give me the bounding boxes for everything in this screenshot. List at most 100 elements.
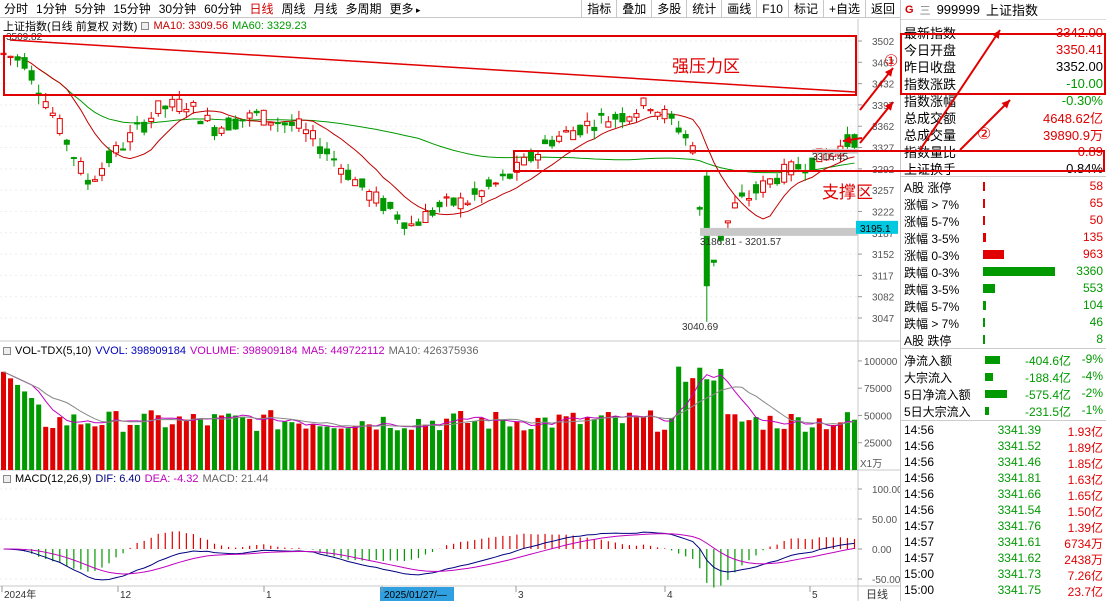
tab-weekly[interactable]: 周线	[281, 2, 306, 16]
last-marker-label: 3316.45	[812, 152, 849, 163]
vol-tick-label: 75000	[864, 384, 892, 395]
quote-panel: G 三 999999 上证指数 最新指数 3342.00 今日开盘 3350.41 昨日…	[900, 0, 1106, 601]
tab-daily[interactable]: 日线	[249, 2, 274, 16]
candle-body	[598, 112, 605, 116]
candle-body	[542, 139, 549, 145]
settings-square-icon[interactable]	[141, 22, 150, 30]
candle-body	[682, 133, 689, 139]
tick-time: 14:56	[904, 423, 935, 437]
volume-bar	[619, 423, 625, 470]
distribution-value: 58	[1089, 179, 1103, 193]
volume-bar	[802, 431, 808, 470]
settings-square-icon[interactable]	[3, 475, 11, 483]
distribution-bar	[983, 335, 985, 344]
volume-bar	[612, 416, 618, 470]
candle-body	[675, 127, 682, 133]
tick-volume: 7.26亿	[1067, 569, 1103, 583]
candle-body	[394, 214, 401, 220]
overlay-button[interactable]: 叠加	[616, 0, 651, 18]
flow-bar	[985, 390, 1007, 398]
candle-body	[591, 126, 598, 131]
multi-stock-button[interactable]: 多股	[651, 0, 686, 18]
candle-body	[844, 134, 851, 147]
candle-body	[239, 119, 246, 122]
tick-time: 14:57	[904, 519, 935, 533]
tick-volume: 23.7亿	[1067, 585, 1103, 599]
tab-multi-period[interactable]: 多周期	[345, 2, 382, 16]
quote-row: 今日开盘 3350.41	[901, 41, 1106, 58]
candle-body	[113, 145, 120, 154]
candle-body	[42, 101, 49, 109]
date-tick-label: 2024年	[4, 588, 36, 601]
volume-bar	[697, 367, 703, 470]
tick-price: 3341.46	[997, 455, 1041, 469]
indicator-button[interactable]: 指标	[581, 0, 616, 18]
candle-body	[127, 132, 134, 143]
candle-body	[324, 148, 331, 155]
volume-bar	[542, 417, 548, 470]
tab-15min[interactable]: 15分钟	[113, 2, 151, 16]
candle-body	[380, 198, 387, 211]
candle-body	[654, 111, 661, 117]
candle-body	[253, 110, 260, 114]
flow-percent: -4%	[1081, 369, 1103, 383]
volume-bar	[514, 421, 520, 470]
tick-volume: 1.63亿	[1067, 473, 1103, 487]
volume-bar	[788, 414, 794, 470]
volume-bar	[556, 414, 562, 470]
statistics-button[interactable]: 统计	[686, 0, 721, 18]
tab-1min[interactable]: 1分钟	[36, 2, 67, 16]
tick-row: 14:56 3341.52 1.89亿	[901, 437, 1106, 455]
tab-5min[interactable]: 5分钟	[74, 2, 106, 16]
menu-lines-icon[interactable]: 三	[919, 4, 931, 17]
date-tick-label: 12	[120, 590, 132, 601]
distribution-row: 涨幅 3-5% 135	[901, 229, 1106, 246]
volume-bar	[401, 428, 407, 470]
stock-name: 上证指数	[985, 3, 1038, 18]
candle-body	[35, 92, 42, 96]
chart-area[interactable]: 3502 3467 3432 3397 3362 3327 3292 3257 3222 3187…	[0, 0, 900, 601]
date-tick-label: 2025/01/27/—	[384, 590, 447, 601]
candle-body	[527, 150, 534, 162]
flow-value: -188.4亿	[1024, 371, 1071, 385]
candle-body	[760, 180, 767, 193]
volume-bar	[430, 420, 436, 470]
tick-row: 14:57 3341.62 2438万	[901, 549, 1106, 567]
tab-30min[interactable]: 30分钟	[158, 2, 197, 16]
candle-body	[499, 173, 506, 177]
distribution-label: 跌幅 3-5%	[904, 283, 960, 297]
date-tick-label: 3	[518, 590, 524, 601]
volume-bar	[718, 368, 724, 470]
candle-body	[647, 109, 654, 112]
volume-bar	[113, 411, 119, 470]
add-watchlist-button[interactable]: +自选	[822, 0, 865, 18]
volume-bar	[352, 425, 358, 470]
tick-time: 14:57	[904, 535, 935, 549]
back-button[interactable]: 返回	[864, 0, 900, 18]
vol-ma5-value: MA5: 449722112	[301, 345, 385, 357]
candle-body	[745, 198, 753, 201]
candle-body	[274, 121, 281, 125]
volume-bar	[29, 398, 35, 470]
f10-button[interactable]: F10	[756, 0, 788, 18]
tab-monthly[interactable]: 月线	[313, 2, 338, 16]
tab-more[interactable]: 更多	[386, 0, 425, 17]
candle-body	[316, 146, 324, 154]
quote-value: 4648.62亿	[1043, 111, 1103, 126]
price-tick-label: 3327	[872, 144, 895, 155]
candle-body	[211, 127, 218, 137]
settings-square-icon[interactable]	[3, 347, 11, 355]
candle-body	[331, 158, 338, 161]
tool-buttons: 指标 叠加 多股 统计 画线 F10 标记 +自选 返回	[581, 0, 900, 18]
volume-bar	[317, 426, 323, 470]
candle-body	[612, 113, 619, 120]
tab-fenshi[interactable]: 分时	[4, 2, 29, 16]
tick-row: 15:00 3341.75 23.7亿	[901, 581, 1106, 599]
draw-line-button[interactable]: 画线	[721, 0, 756, 18]
flow-bar	[985, 407, 990, 415]
candle-body	[731, 202, 738, 209]
resistance-zone-label: 强压力区	[672, 57, 740, 76]
tab-60min[interactable]: 60分钟	[204, 2, 242, 16]
divider	[901, 420, 1106, 421]
mark-button[interactable]: 标记	[787, 0, 823, 18]
